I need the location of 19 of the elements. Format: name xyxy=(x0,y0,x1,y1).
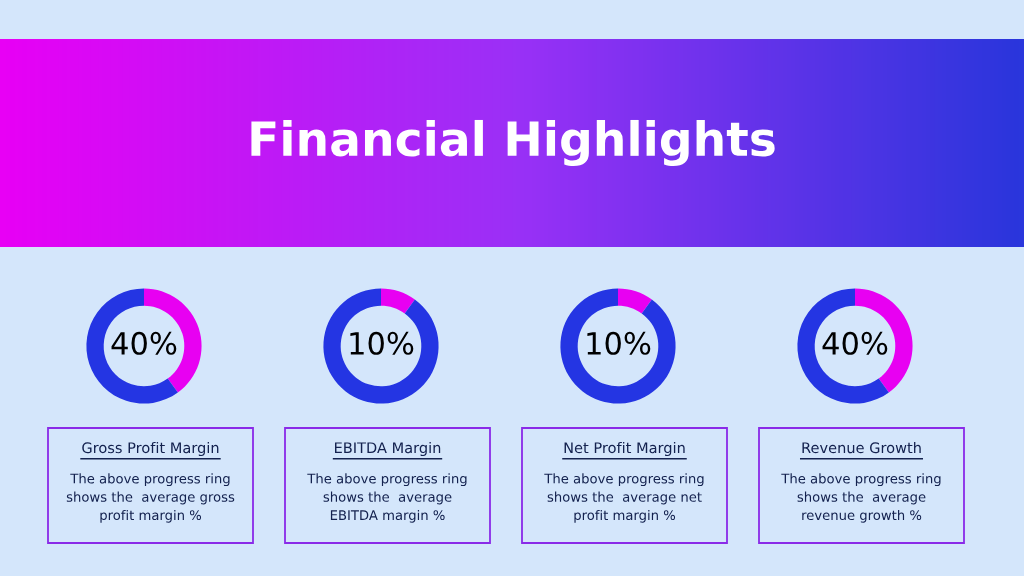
data-label: 10% xyxy=(350,331,414,355)
text: Financial Highlights xyxy=(251,119,775,167)
data-label: 10% xyxy=(587,331,651,355)
donut-slice xyxy=(323,288,439,404)
data-label: 40% xyxy=(111,331,177,355)
donut-slice xyxy=(86,288,178,404)
data-label: 40% xyxy=(822,331,888,355)
donut-slice xyxy=(381,288,415,314)
donut-slice xyxy=(618,288,652,314)
text: The above progress ring shows the average revenue growth % xyxy=(781,473,941,523)
text: Revenue Growth xyxy=(802,441,921,454)
text: Net Profit Margin xyxy=(564,441,685,457)
donut-slice xyxy=(797,288,889,404)
text: EBITDA Margin xyxy=(335,441,441,457)
donut-slice xyxy=(560,288,676,404)
text: The above progress ring shows the average net profit margin % xyxy=(544,473,704,523)
text: The above progress ring shows the average gross profit margin % xyxy=(66,473,235,523)
text: Gross Profit Margin xyxy=(82,441,219,457)
text: The above progress ring shows the average EBITDA margin % xyxy=(307,473,467,523)
